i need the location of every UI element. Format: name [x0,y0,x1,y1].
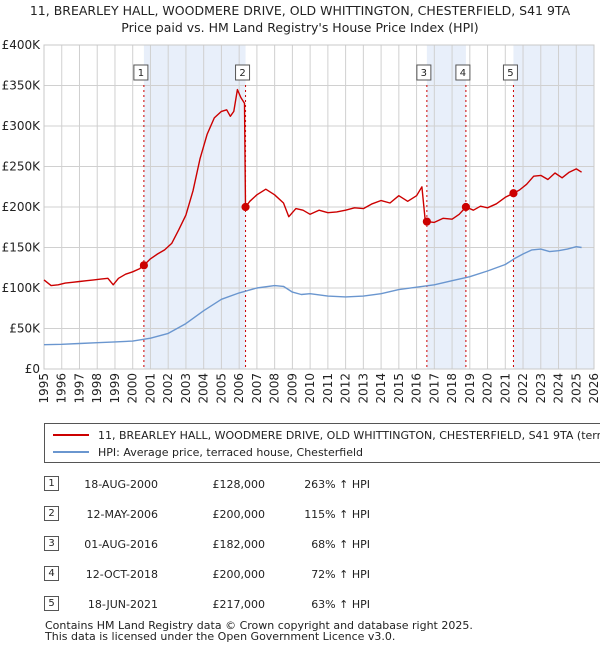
sale-hpi-change: 263% ↑ HPI [304,478,370,491]
x-tick-label: 2001 [143,373,157,404]
sale-number-badge: 3 [44,536,59,551]
chart-title: 11, BREARLEY HALL, WOODMERE DRIVE, OLD W… [0,2,600,36]
y-tick-label: £0 [25,362,40,376]
hpi-line [43,245,582,346]
price-chart: £0 £50K £100K £150K £200K £250K £300K £350K £400… [2,38,600,404]
sale-date: 18-JUN-2021 [87,598,158,611]
y-tick-label: £400K [2,38,42,52]
y-tick-label: £300K [2,119,42,133]
sale-row: 4 12-OCT-2018 £200,000 72% ↑ HPI [0,565,600,585]
chart-title-line1: 11, BREARLEY HALL, WOODMERE DRIVE, OLD W… [29,3,571,18]
sale-row: 2 12-MAY-2006 £200,000 115% ↑ HPI [0,505,600,525]
sale-price: £182,000 [212,538,266,551]
x-tick-label: 2013 [356,373,370,404]
legend-swatch-property [53,434,89,436]
y-tick-label: £100K [2,281,42,295]
footer: Contains HM Land Registry data © Crown c… [45,620,473,642]
legend: 11, BREARLEY HALL, WOODMERE DRIVE, OLD W… [44,423,600,463]
y-tick-label: £50K [9,322,41,336]
x-tick-label: 2024 [552,373,566,404]
y-tick-label: £200K [2,200,42,214]
x-tick-label: 2016 [410,373,424,404]
sale-price: £200,000 [212,508,266,521]
x-tick-label: 2021 [498,373,512,404]
x-tick-label: 2026 [587,373,600,404]
sale-row: 3 01-AUG-2016 £182,000 68% ↑ HPI [0,535,600,555]
y-tick-label: £250K [2,160,42,174]
sale-row: 5 18-JUN-2021 £217,000 63% ↑ HPI [0,595,600,615]
chart-title-line2: Price paid vs. HM Land Registry's House … [121,20,479,35]
x-tick-label: 2012 [339,373,353,404]
sale-marker-box [416,64,432,81]
sale-point [509,189,518,198]
sale-hpi-change: 115% ↑ HPI [304,508,370,521]
x-tick-label: 2009 [285,373,299,404]
sale-point [461,202,471,212]
sale-marker-number: 4 [460,68,466,79]
sale-number-badge: 1 [44,476,59,491]
legend-label-property: 11, BREARLEY HALL, WOODMERE DRIVE, OLD W… [98,428,600,442]
sale-number-badge: 5 [44,596,59,611]
sale-marker-number: 3 [421,68,427,79]
x-tick-label: 2007 [250,373,264,404]
sale-marker-number: 2 [239,68,245,79]
sale-date: 18-AUG-2000 [84,478,158,491]
x-tick-label: 2005 [214,373,228,404]
sale-point [422,217,431,226]
legend-label-hpi: HPI: Average price, terraced house, Ches… [98,445,364,459]
legend-item-property: 11, BREARLEY HALL, WOODMERE DRIVE, OLD W… [53,427,600,443]
x-tick-label: 2011 [321,373,335,404]
x-tick-label: 1998 [90,373,104,404]
sale-hpi-change: 72% ↑ HPI [311,568,370,581]
x-tick-label: 2004 [197,373,211,404]
x-tick-label: 2006 [232,373,246,404]
x-tick-label: 2015 [392,373,406,404]
x-tick-label: 1997 [72,373,86,404]
sale-marker-box [235,64,251,81]
x-tick-label: 2008 [268,373,282,404]
x-tick-label: 1995 [37,373,51,404]
x-tick-label: 2000 [126,373,140,404]
sale-price: £200,000 [212,568,266,581]
sale-point [139,261,148,270]
x-tick-label: 2003 [179,373,193,404]
sale-price: £128,000 [212,478,266,491]
x-tick-label: 1996 [55,373,69,404]
sale-number-badge: 2 [44,506,59,521]
x-tick-label: 2014 [374,373,388,404]
sale-date: 12-MAY-2006 [86,508,158,521]
y-tick-label: £150K [2,241,42,255]
property-price-line [43,88,582,287]
y-tick-label: £350K [2,79,42,93]
sale-price: £217,000 [212,598,266,611]
sale-marker-box [133,64,149,81]
x-tick-label: 2019 [463,373,477,404]
x-tick-label: 2002 [161,373,175,404]
sale-hpi-change: 63% ↑ HPI [311,598,370,611]
x-tick-label: 2010 [303,373,317,404]
sale-marker-number: 5 [507,68,513,79]
sale-row: 1 18-AUG-2000 £128,000 263% ↑ HPI [0,475,600,495]
x-tick-label: 2022 [516,373,530,404]
x-tick-label: 2023 [534,373,548,404]
x-tick-label: 2025 [569,373,583,404]
sale-marker-box [455,64,471,81]
x-tick-label: 2018 [445,373,459,404]
sale-number-badge: 4 [44,566,59,581]
sale-marker-number: 1 [138,68,144,79]
sale-date: 12-OCT-2018 [85,568,158,581]
legend-swatch-hpi [53,451,89,453]
footer-licence: This data is licensed under the Open Gov… [45,630,396,643]
footer-copyright: Contains HM Land Registry data © Crown c… [45,619,473,632]
legend-item-hpi: HPI: Average price, terraced house, Ches… [53,444,363,460]
x-tick-label: 1999 [108,373,122,404]
sale-date: 01-AUG-2016 [84,538,158,551]
sale-point [241,202,250,212]
plot-frame [43,44,595,370]
x-tick-label: 2020 [481,373,495,404]
sale-marker-box [502,64,518,81]
x-tick-label: 2017 [427,373,441,404]
sale-hpi-change: 68% ↑ HPI [311,538,370,551]
